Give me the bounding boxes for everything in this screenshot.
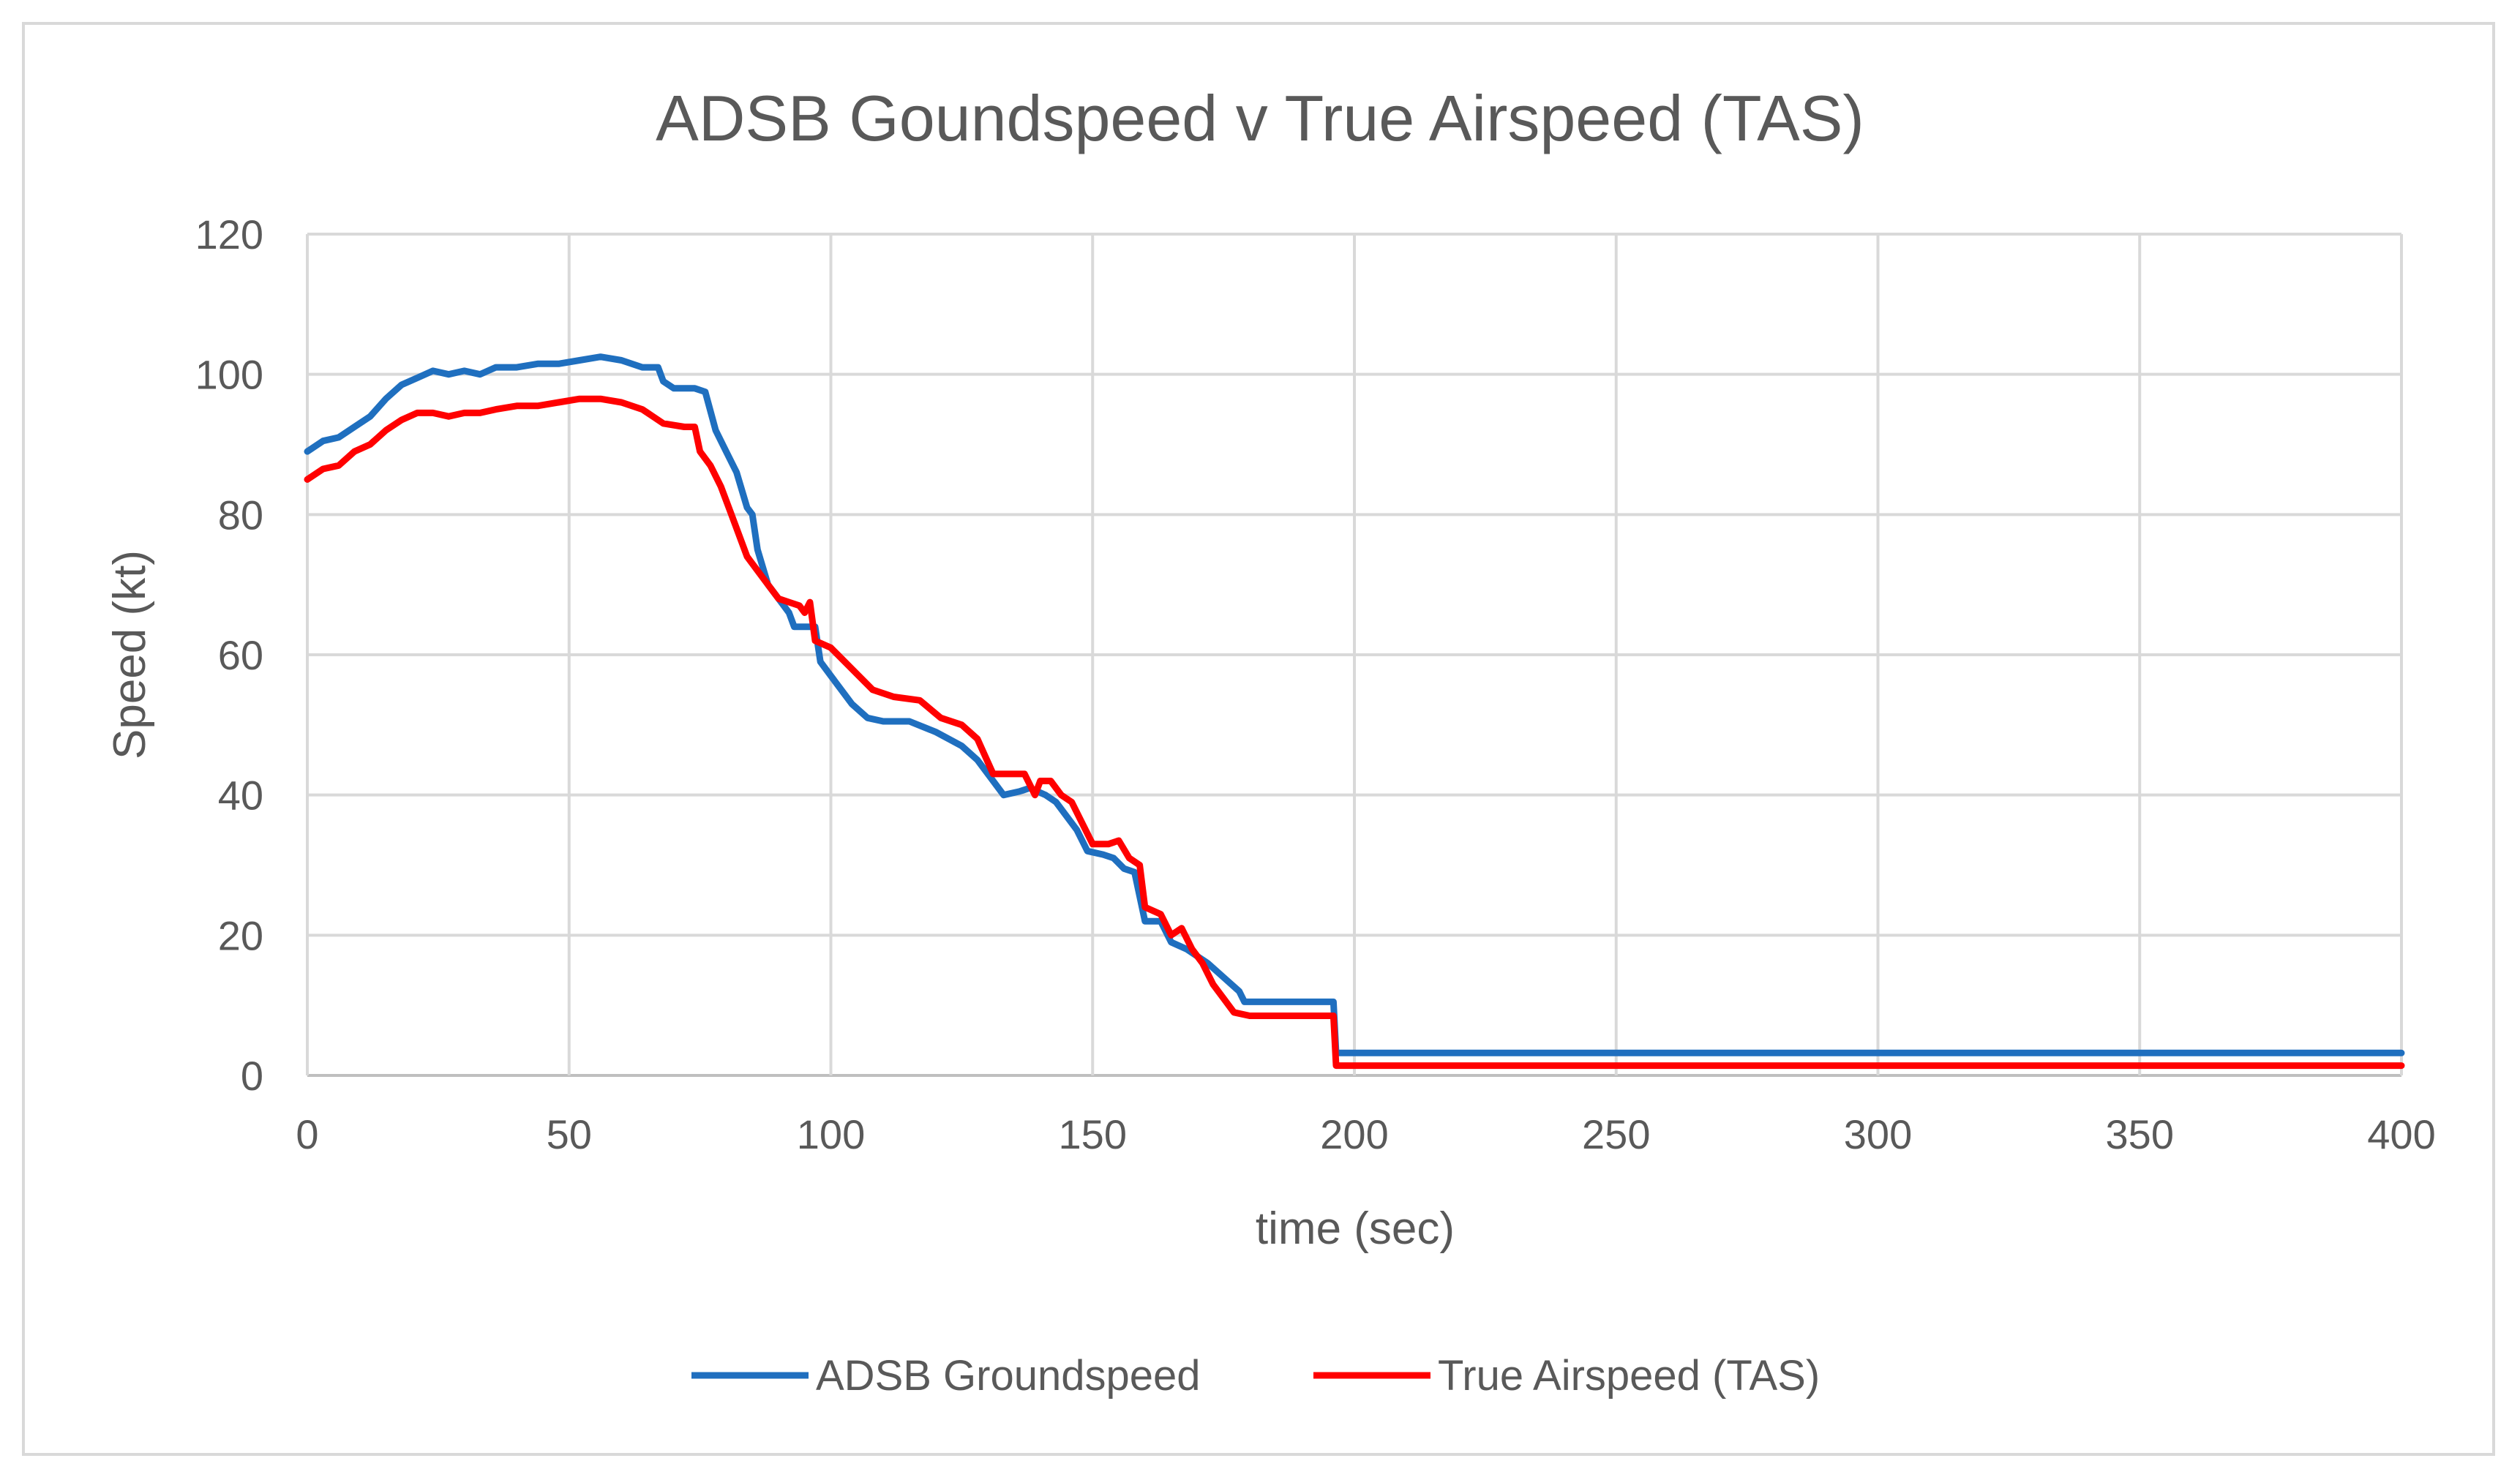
x-tick-labels: 0 50 100 150 200 250 300 350 400	[296, 1111, 2435, 1157]
y-tick-label: 40	[218, 773, 263, 819]
gridlines	[306, 233, 2403, 1077]
y-tick-label: 0	[241, 1053, 263, 1099]
legend: ADSB Groundspeed True Airspeed (TAS)	[691, 1352, 1820, 1400]
legend-label: True Airspeed (TAS)	[1438, 1352, 1820, 1400]
chart-frame	[22, 22, 2495, 1456]
x-tick-label: 0	[296, 1111, 318, 1157]
y-tick-label: 80	[218, 492, 263, 538]
x-tick-label: 300	[1844, 1111, 1912, 1157]
y-tick-label: 20	[218, 912, 263, 958]
y-tick-labels: 0 20 40 60 80 100 120	[195, 211, 263, 1099]
y-tick-label: 60	[218, 632, 263, 678]
x-tick-label: 350	[2106, 1111, 2174, 1157]
x-tick-label: 150	[1059, 1111, 1127, 1157]
y-tick-label: 120	[195, 211, 263, 258]
x-tick-label: 250	[1582, 1111, 1650, 1157]
x-tick-label: 50	[547, 1111, 592, 1157]
chart-title: ADSB Goundspeed v True Airspeed (TAS)	[656, 82, 1864, 154]
x-tick-label: 400	[2367, 1111, 2435, 1157]
x-tick-label: 200	[1320, 1111, 1388, 1157]
x-axis-label: time (sec)	[1256, 1203, 1455, 1254]
y-tick-label: 100	[195, 352, 263, 398]
series-line	[304, 395, 2405, 1070]
legend-label: ADSB Groundspeed	[816, 1352, 1201, 1400]
y-axis-label: Speed (kt)	[105, 550, 155, 759]
series-lines	[304, 353, 2405, 1070]
x-tick-label: 100	[797, 1111, 865, 1157]
